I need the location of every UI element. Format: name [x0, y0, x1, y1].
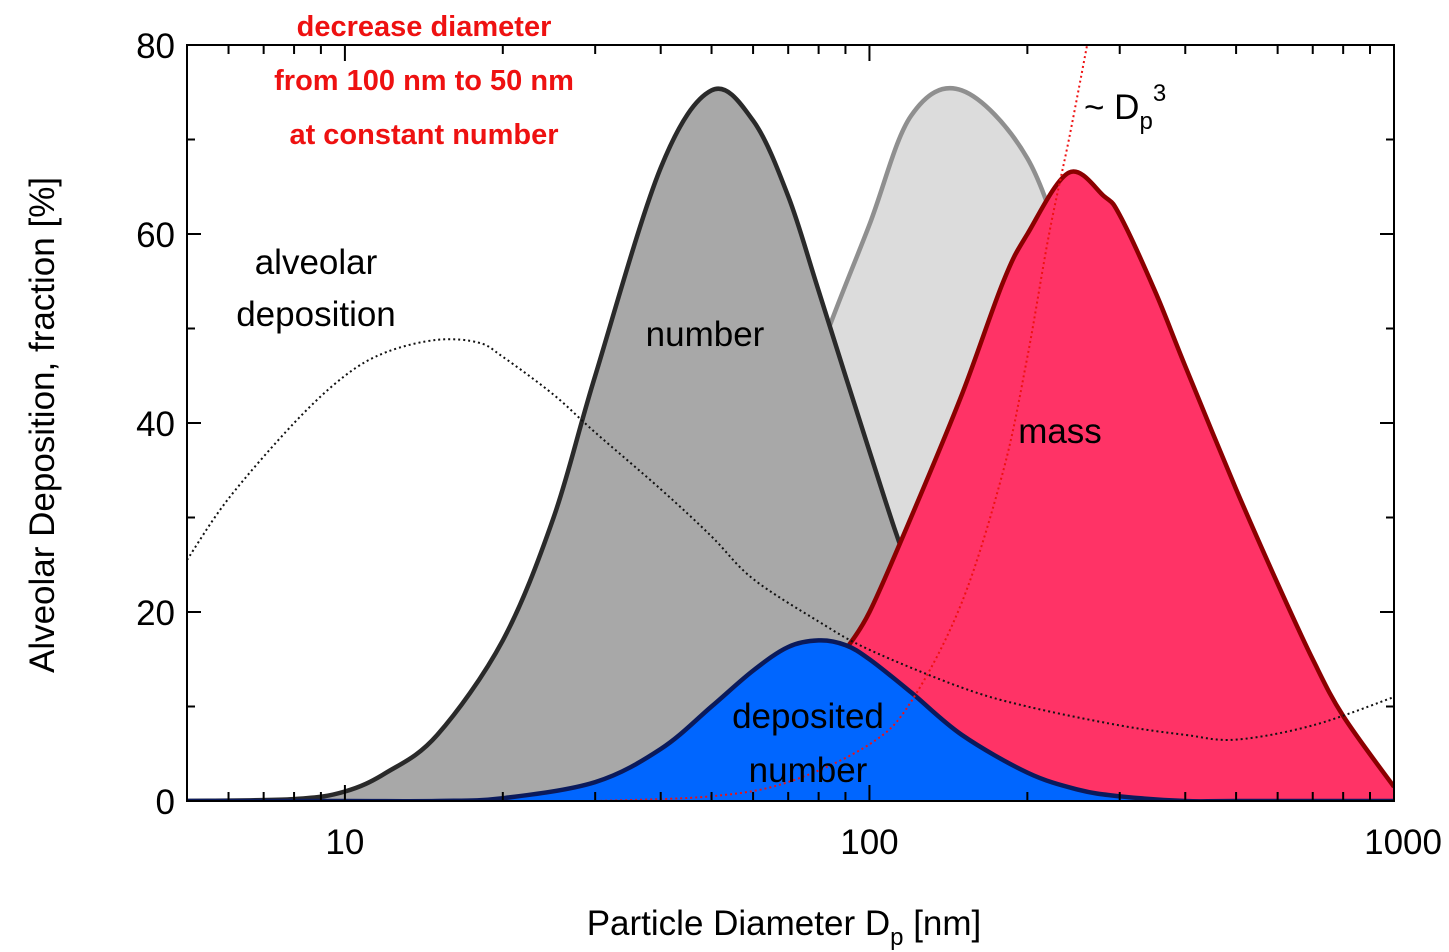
series-layer [187, 45, 1394, 801]
y-tick-label: 60 [136, 216, 175, 255]
label-deposited-1: deposited [732, 697, 884, 736]
x-tick-label: 1000 [1364, 823, 1442, 862]
y-tick-label: 0 [156, 783, 175, 822]
label-alveolar-2: deposition [236, 295, 396, 334]
area-mass [845, 171, 1394, 801]
axes-layer: 0 20 40 60 80 10 100 1000 [136, 27, 1442, 862]
annotation-line-2: from 100 nm to 50 nm [274, 65, 574, 97]
y-tick-label: 40 [136, 405, 175, 444]
x-tick-label: 10 [325, 823, 364, 862]
x-axis-title: Particle Diameter Dp [nm] [587, 904, 982, 951]
label-mass: mass [1018, 412, 1102, 451]
annotation-line-1: decrease diameter [297, 11, 552, 43]
y-tick-label: 20 [136, 594, 175, 633]
line-mass [843, 169, 1394, 789]
labels-layer: Alveolar Deposition, fraction [%] Partic… [23, 11, 1166, 951]
label-deposited-2: number [749, 751, 868, 790]
annotation-line-3: at constant number [289, 119, 558, 151]
y-axis-title: Alveolar Deposition, fraction [%] [23, 177, 62, 673]
label-alveolar-1: alveolar [255, 243, 378, 282]
x-axis-title-sub: p [890, 924, 903, 951]
label-dp3: ~ Dp3 [1084, 80, 1166, 135]
label-dp3-main: ~ D [1084, 88, 1139, 127]
label-dp3-sup: 3 [1153, 80, 1166, 107]
x-axis-title-unit: [nm] [903, 904, 981, 943]
label-number: number [646, 315, 765, 354]
y-tick-label: 80 [136, 27, 175, 66]
x-tick-label: 100 [840, 823, 898, 862]
area-number_50 [187, 88, 1394, 801]
area-deposited [187, 640, 1394, 801]
x-axis-title-main: Particle Diameter D [587, 904, 890, 943]
label-dp3-sub: p [1139, 108, 1152, 135]
